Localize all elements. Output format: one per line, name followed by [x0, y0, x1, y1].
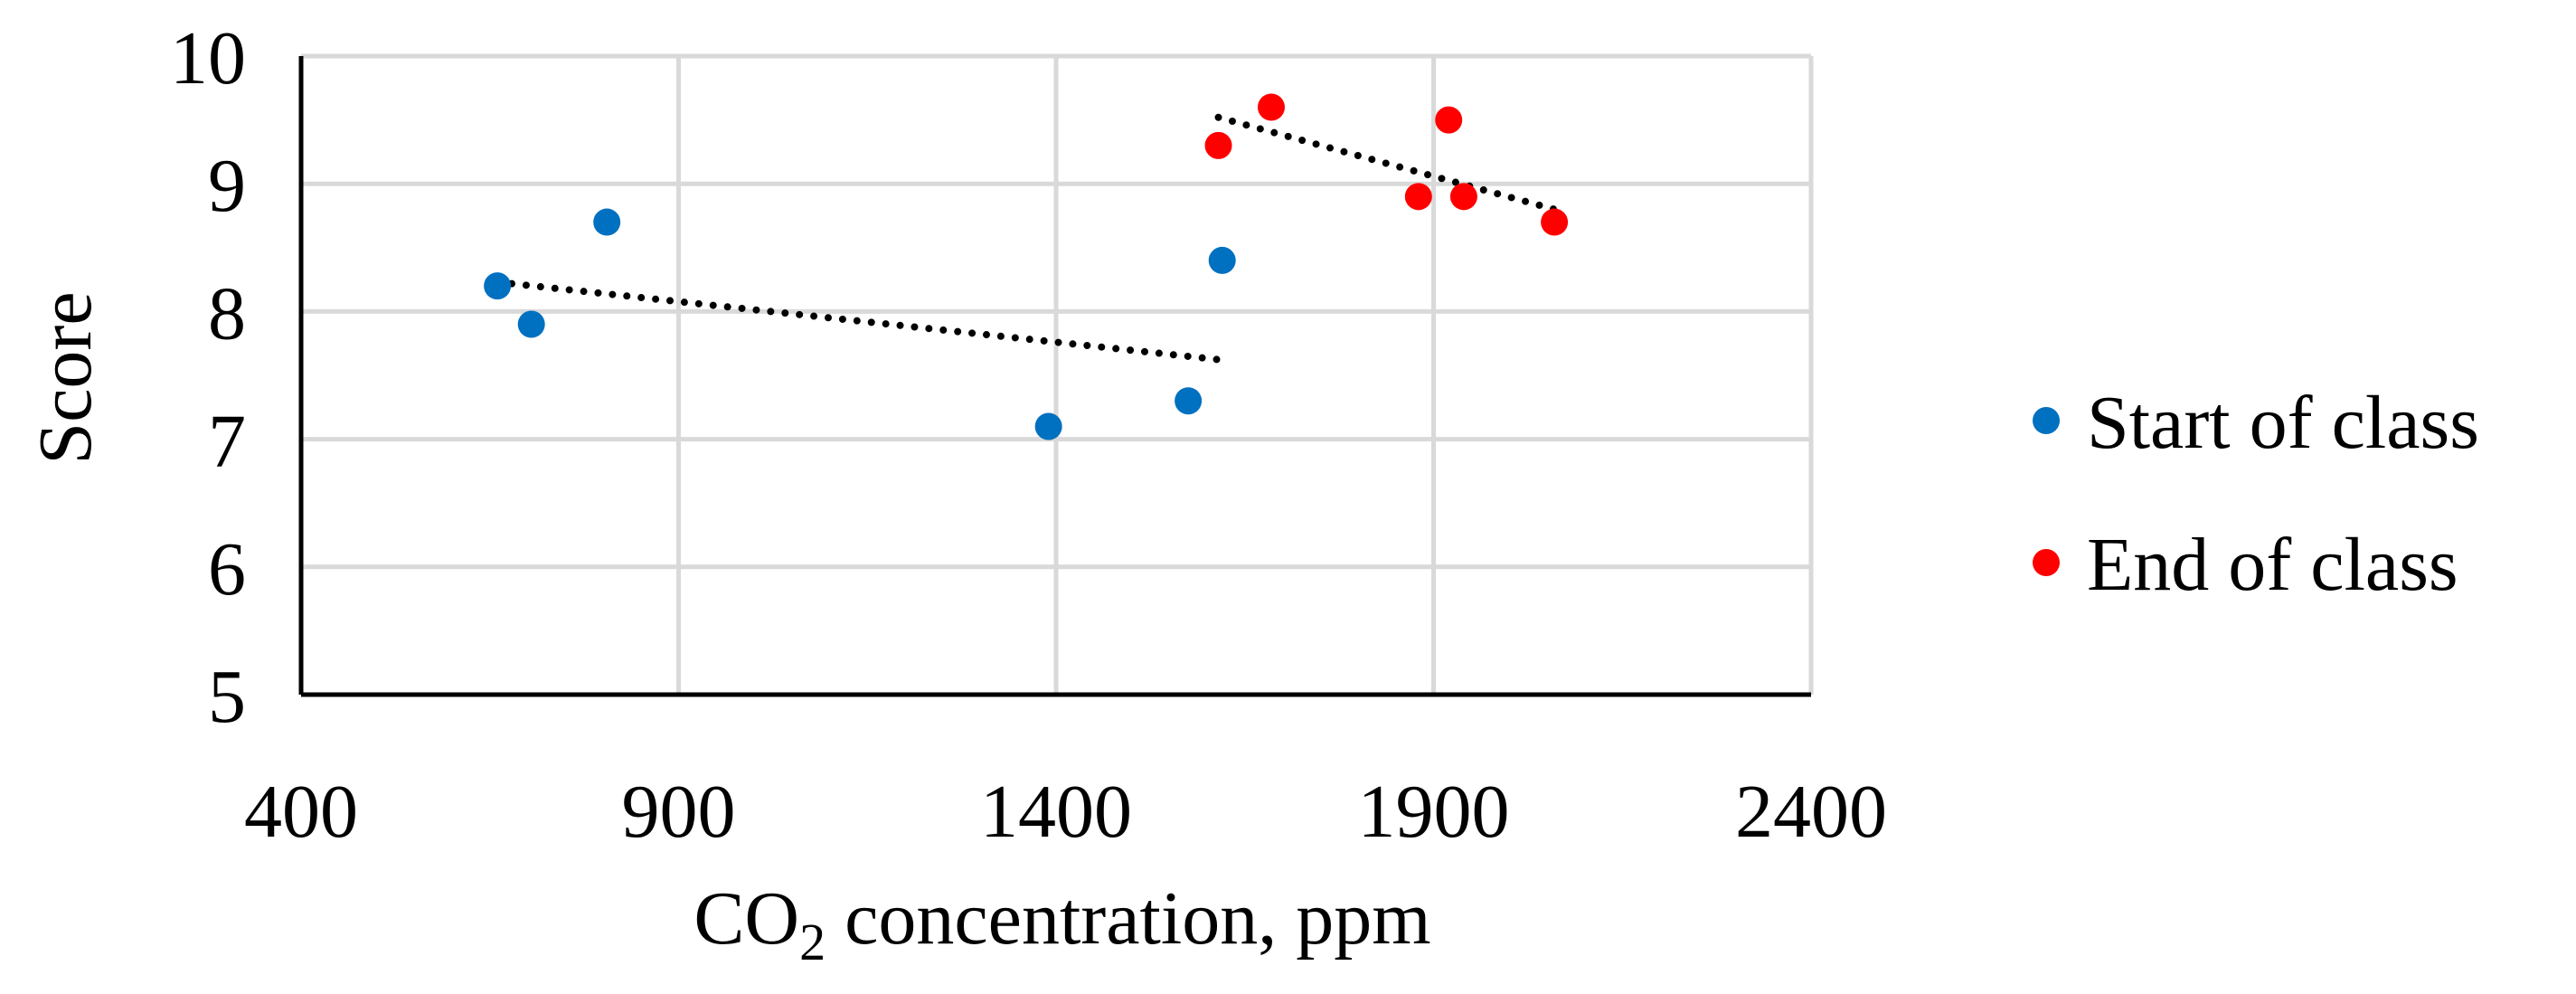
- y-tick-label: 9: [208, 144, 246, 228]
- data-point-end-of-class: [1541, 208, 1569, 236]
- y-tick-label: 5: [208, 655, 246, 739]
- trendline-start-of-class: [494, 278, 1226, 364]
- point-layer: [484, 93, 1569, 440]
- legend-marker-start-of-class: [2033, 407, 2060, 434]
- x-tick-label: 1400: [980, 770, 1132, 854]
- data-point-start-of-class: [1034, 412, 1062, 440]
- x-axis-title-subscript: 2: [799, 913, 826, 971]
- data-point-start-of-class: [1175, 387, 1203, 415]
- trendline-layer: [494, 113, 1559, 364]
- data-point-end-of-class: [1204, 131, 1232, 159]
- y-tick-label: 6: [208, 527, 246, 611]
- data-point-start-of-class: [484, 272, 512, 300]
- data-point-start-of-class: [593, 208, 621, 236]
- y-tick-label: 8: [208, 271, 246, 355]
- trendline-end-of-class: [1214, 113, 1559, 213]
- x-tick-label: 1900: [1358, 770, 1510, 854]
- y-tick-label: 7: [208, 400, 246, 484]
- data-point-end-of-class: [1449, 183, 1477, 211]
- data-point-end-of-class: [1404, 183, 1432, 211]
- legend: Start of class End of class: [2033, 381, 2479, 607]
- tick-label-layer: 400 900 1400 1900 2400 5 6 7 8 9 10: [170, 16, 1887, 854]
- legend-label-end-of-class: End of class: [2087, 523, 2458, 607]
- data-point-end-of-class: [1257, 93, 1285, 121]
- x-tick-label: 900: [622, 770, 736, 854]
- grid-layer: [301, 53, 1814, 695]
- legend-label-start-of-class: Start of class: [2087, 381, 2479, 465]
- data-point-start-of-class: [517, 310, 545, 338]
- axis-layer: [298, 56, 1811, 697]
- x-axis-title-rest: concentration, ppm: [826, 876, 1430, 961]
- x-axis-title: CO2 concentration, ppm: [694, 876, 1430, 971]
- x-tick-label: 400: [244, 770, 358, 854]
- x-axis-title-main: CO: [694, 876, 799, 961]
- data-point-end-of-class: [1435, 106, 1463, 134]
- y-tick-label: 10: [170, 16, 246, 100]
- data-point-start-of-class: [1208, 246, 1236, 274]
- y-axis-title: Score: [24, 291, 108, 464]
- legend-marker-end-of-class: [2033, 549, 2060, 576]
- x-tick-label: 2400: [1735, 770, 1887, 854]
